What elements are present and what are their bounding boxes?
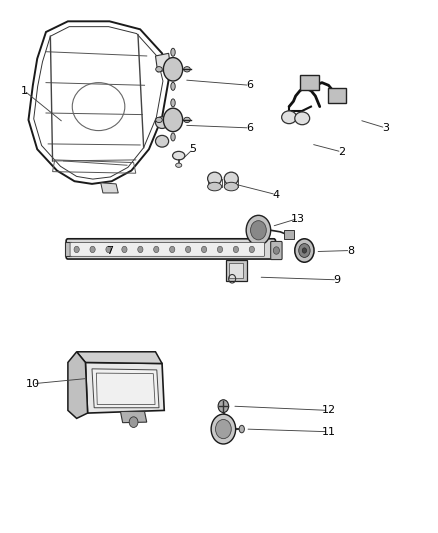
Circle shape — [246, 215, 271, 245]
Ellipse shape — [208, 182, 222, 191]
Circle shape — [138, 246, 143, 253]
Ellipse shape — [295, 112, 310, 125]
Circle shape — [129, 417, 138, 427]
Polygon shape — [77, 352, 162, 364]
Circle shape — [299, 244, 310, 257]
Ellipse shape — [224, 172, 238, 185]
Circle shape — [74, 246, 79, 253]
Circle shape — [170, 246, 175, 253]
Ellipse shape — [208, 172, 222, 185]
Text: 10: 10 — [26, 379, 40, 389]
Ellipse shape — [171, 99, 175, 107]
Polygon shape — [68, 352, 88, 418]
Polygon shape — [155, 53, 171, 72]
FancyBboxPatch shape — [66, 239, 276, 259]
Ellipse shape — [171, 48, 175, 56]
Circle shape — [249, 246, 254, 253]
FancyBboxPatch shape — [70, 243, 265, 256]
Ellipse shape — [155, 135, 169, 147]
Polygon shape — [92, 369, 159, 408]
Text: 6: 6 — [246, 123, 253, 133]
Ellipse shape — [171, 133, 175, 141]
Circle shape — [295, 239, 314, 262]
Ellipse shape — [156, 67, 162, 72]
Ellipse shape — [184, 117, 191, 123]
Circle shape — [201, 246, 207, 253]
FancyBboxPatch shape — [229, 263, 243, 278]
Text: 13: 13 — [291, 214, 305, 223]
Ellipse shape — [171, 82, 175, 90]
Ellipse shape — [176, 163, 182, 167]
Text: 7: 7 — [106, 246, 113, 255]
Ellipse shape — [282, 111, 297, 124]
Ellipse shape — [156, 117, 162, 123]
Ellipse shape — [173, 151, 185, 160]
FancyBboxPatch shape — [300, 75, 319, 90]
FancyBboxPatch shape — [65, 242, 71, 256]
Circle shape — [273, 247, 279, 254]
Circle shape — [302, 248, 307, 253]
Circle shape — [211, 414, 236, 444]
Circle shape — [122, 246, 127, 253]
Circle shape — [233, 246, 239, 253]
Text: 2: 2 — [338, 147, 345, 157]
Polygon shape — [101, 183, 118, 193]
FancyBboxPatch shape — [226, 260, 247, 281]
Circle shape — [90, 246, 95, 253]
Text: 12: 12 — [321, 406, 336, 415]
Circle shape — [186, 246, 191, 253]
FancyBboxPatch shape — [271, 241, 282, 260]
Circle shape — [215, 419, 231, 439]
FancyBboxPatch shape — [328, 88, 346, 103]
Text: 11: 11 — [321, 427, 336, 437]
Text: 8: 8 — [347, 246, 354, 255]
Text: 5: 5 — [189, 144, 196, 154]
Polygon shape — [85, 362, 164, 413]
Ellipse shape — [224, 182, 238, 191]
Circle shape — [251, 221, 266, 240]
Circle shape — [163, 58, 183, 81]
FancyBboxPatch shape — [284, 230, 294, 239]
Circle shape — [154, 246, 159, 253]
Circle shape — [218, 400, 229, 413]
Text: 1: 1 — [21, 86, 28, 95]
Circle shape — [163, 108, 183, 132]
Polygon shape — [120, 411, 147, 423]
Ellipse shape — [155, 117, 169, 128]
Text: 9: 9 — [334, 275, 341, 285]
Text: 4: 4 — [272, 190, 279, 199]
Circle shape — [217, 246, 223, 253]
Circle shape — [106, 246, 111, 253]
Ellipse shape — [184, 67, 191, 72]
Text: 3: 3 — [382, 123, 389, 133]
Text: 6: 6 — [246, 80, 253, 90]
Ellipse shape — [239, 425, 244, 433]
